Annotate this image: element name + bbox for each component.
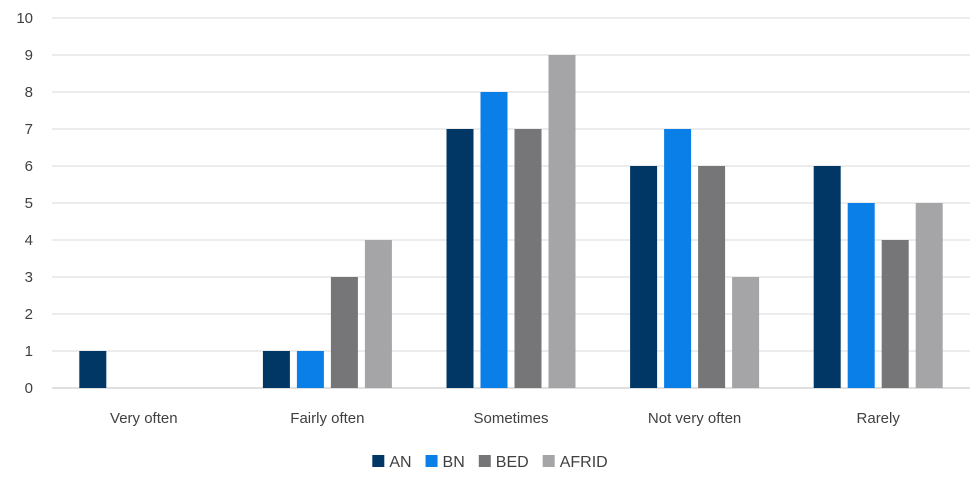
legend-item-afrid: AFRID (542, 454, 608, 471)
x-tick-label: Not very often (648, 410, 741, 427)
legend: AN BN BED AFRID (372, 454, 608, 471)
y-axis-ticks: 0 1 2 3 4 5 6 7 8 9 10 (16, 10, 33, 397)
bar-bed-sometimes (514, 129, 542, 388)
bar-bn-rarely (847, 203, 875, 388)
y-tick-label: 8 (25, 84, 33, 101)
bars (79, 55, 943, 388)
bar-afrid-rarely (915, 203, 943, 388)
x-axis-ticks: Very often Fairly often Sometimes Not very … (110, 410, 900, 427)
y-tick-label: 1 (25, 343, 33, 360)
legend-swatch (372, 455, 385, 467)
bar-bn-fairly-often (296, 351, 324, 388)
x-tick-label: Fairly often (290, 410, 364, 427)
legend-swatch (478, 455, 491, 467)
legend-label: BN (443, 454, 465, 471)
bar-bed-fairly-often (330, 277, 358, 388)
y-tick-label: 6 (25, 158, 33, 175)
bar-afrid-not-very-often (732, 277, 760, 388)
legend-item-bed: BED (478, 454, 529, 471)
x-tick-label: Very often (110, 410, 178, 427)
y-tick-label: 2 (25, 306, 33, 323)
bar-afrid-fairly-often (364, 240, 392, 388)
y-tick-label: 3 (25, 269, 33, 286)
x-tick-label: Sometimes (473, 410, 548, 427)
legend-label: AFRID (560, 454, 608, 471)
bar-bn-not-very-often (664, 129, 692, 388)
legend-item-bn: BN (425, 454, 465, 471)
y-tick-label: 0 (25, 380, 33, 397)
legend-label: BED (496, 454, 529, 471)
y-tick-label: 10 (16, 10, 33, 27)
bar-afrid-sometimes (548, 55, 576, 388)
bar-bed-rarely (881, 240, 909, 388)
bar-an-not-very-often (630, 166, 658, 388)
legend-swatch (425, 455, 438, 467)
legend-swatch (542, 455, 555, 467)
y-tick-label: 4 (25, 232, 33, 249)
bar-an-fairly-often (262, 351, 290, 388)
legend-item-an: AN (372, 454, 412, 471)
x-tick-label: Rarely (857, 410, 901, 427)
bar-an-rarely (813, 166, 841, 388)
legend-label: AN (389, 454, 411, 471)
gridlines (52, 17, 970, 389)
y-tick-label: 5 (25, 195, 33, 212)
bar-an-very-often (79, 351, 107, 388)
y-tick-label: 9 (25, 47, 33, 64)
y-tick-label: 7 (25, 121, 33, 138)
bar-an-sometimes (446, 129, 474, 388)
bar-bed-not-very-often (698, 166, 726, 388)
bar-bn-sometimes (480, 92, 508, 388)
